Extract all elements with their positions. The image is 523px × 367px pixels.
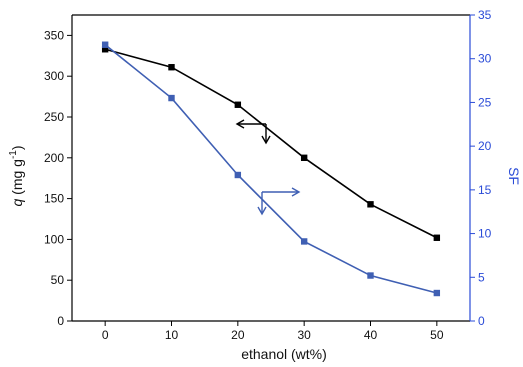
right-axis-ticks: 0 5 10 15 20 25 30 35 <box>470 8 492 328</box>
left-tick-label: 250 <box>44 110 64 124</box>
plot-frame <box>71 14 471 322</box>
right-tick-label: 10 <box>478 227 492 241</box>
left-tick-label: 0 <box>57 314 64 328</box>
series-left-point <box>101 46 109 53</box>
left-tick-label: 50 <box>51 273 65 287</box>
black-series-axis-indicator <box>235 119 271 145</box>
left-y-axis-title: q (mg g-1) <box>8 145 25 206</box>
x-tick-label: 20 <box>231 328 245 342</box>
right-tick-label: 25 <box>478 95 492 109</box>
right-tick-label: 20 <box>478 139 492 153</box>
left-tick-label: 150 <box>44 192 64 206</box>
series-right-point <box>367 272 374 279</box>
right-tick-label: 5 <box>478 270 485 284</box>
right-tick-label: 0 <box>478 314 485 328</box>
left-tick-label: 350 <box>44 28 64 42</box>
series-right-line <box>104 44 438 294</box>
series-left-point <box>168 64 175 71</box>
series-layer <box>101 41 441 297</box>
series-left-point <box>234 101 242 108</box>
series-right-point <box>234 171 242 179</box>
x-tick-label: 50 <box>430 328 444 342</box>
blue-series-axis-indicator <box>257 187 301 216</box>
right-tick-label: 15 <box>478 183 492 197</box>
left-tick-label: 300 <box>44 69 64 83</box>
series-right-point <box>300 238 308 245</box>
x-axis-title: ethanol (wt%) <box>241 346 327 362</box>
series-right-point <box>168 94 175 102</box>
x-tick-label: 0 <box>102 328 109 342</box>
series-right-point <box>433 289 441 297</box>
series-right-point <box>101 41 109 48</box>
series-left-line <box>104 48 438 239</box>
left-tick-label: 100 <box>44 232 64 246</box>
right-y-axis-title: SF <box>506 167 522 185</box>
series-left-point <box>300 154 308 161</box>
x-tick-label: 30 <box>297 328 311 342</box>
x-axis-ticks: 0 10 20 30 40 50 <box>102 321 444 342</box>
right-tick-label: 35 <box>478 8 492 22</box>
right-tick-label: 30 <box>478 52 492 66</box>
left-tick-label: 200 <box>44 151 64 165</box>
series-left-point <box>433 234 441 241</box>
series-left-point <box>367 201 374 208</box>
x-tick-label: 10 <box>165 328 179 342</box>
left-axis-ticks: 0 50 100 150 200 250 300 350 <box>44 28 72 328</box>
x-tick-label: 40 <box>364 328 378 342</box>
